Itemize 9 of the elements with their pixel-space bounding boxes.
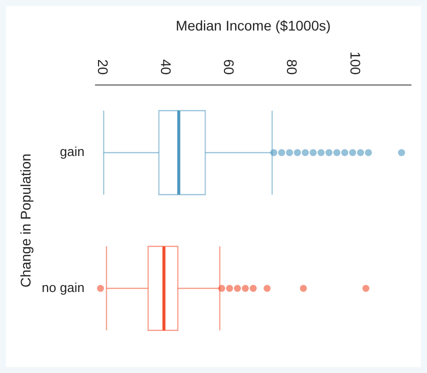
x-tick-label: 40 [158, 59, 174, 76]
x-tick-label: 20 [94, 59, 111, 76]
x-tick-label: 100 [347, 51, 364, 76]
y-tick-label: gain [60, 144, 84, 160]
x-tick-label: 60 [221, 59, 238, 76]
y-tick-label: no gain [42, 280, 84, 295]
y-axis-title: Change in Population [17, 154, 34, 288]
x-axis-title: Median Income ($1000s) [176, 17, 331, 34]
x-tick-label: 80 [284, 59, 300, 76]
